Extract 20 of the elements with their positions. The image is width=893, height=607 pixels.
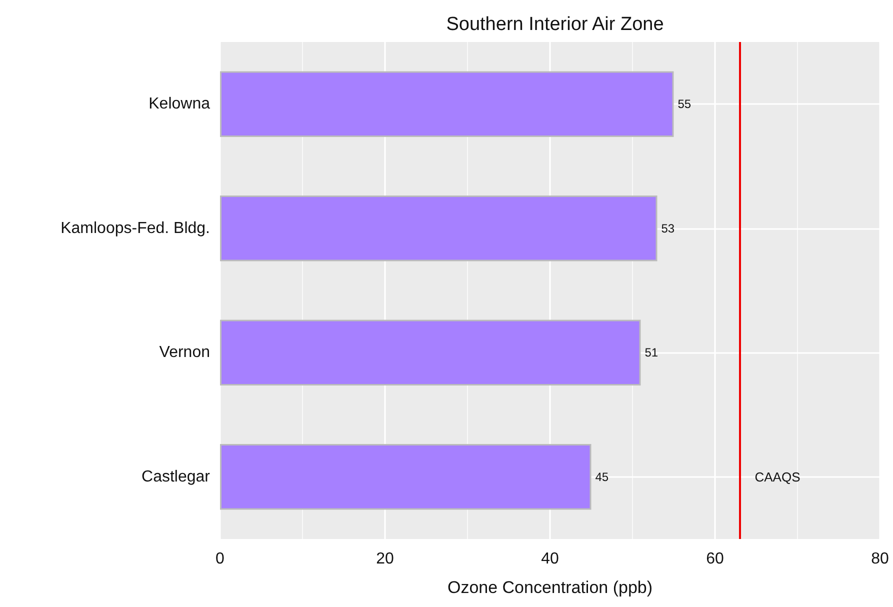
x-axis-title: Ozone Concentration (ppb) — [447, 578, 653, 597]
x-tick-label: 40 — [541, 550, 559, 568]
bar — [220, 320, 641, 386]
data-label: 53 — [661, 221, 675, 236]
x-tick-label: 0 — [216, 550, 225, 568]
y-tick-label: Castlegar — [142, 468, 211, 486]
data-label: 55 — [678, 97, 692, 112]
y-tick-label: Kamloops-Fed. Bldg. — [60, 220, 210, 237]
x-tick-label: 20 — [376, 550, 394, 568]
data-label: 45 — [595, 470, 609, 484]
y-tick-label: Vernon — [159, 344, 210, 362]
x-tick-label: 60 — [706, 550, 724, 568]
bar — [220, 195, 658, 262]
x-tick-label: 80 — [871, 550, 889, 568]
data-label: 51 — [644, 346, 658, 360]
ref-line-label: CAAQS — [754, 469, 801, 484]
y-tick-label: Kelowna — [148, 96, 210, 113]
bar — [220, 71, 674, 138]
chart-title: Southern Interior Air Zone — [446, 14, 664, 35]
bar — [220, 444, 592, 510]
